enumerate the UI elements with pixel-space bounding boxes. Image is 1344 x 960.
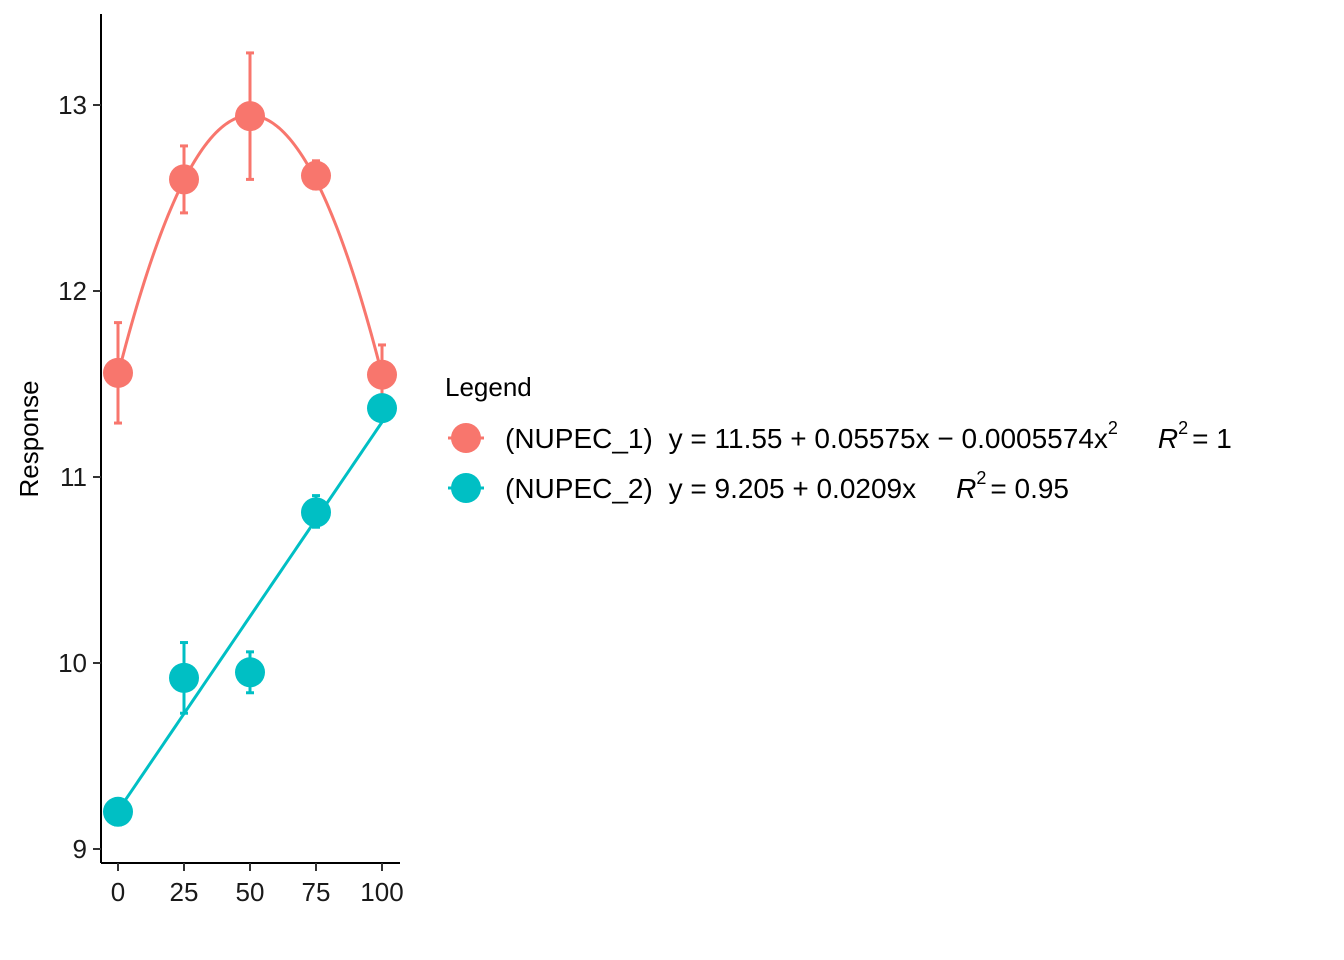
legend: Legend (NUPEC_1) y = 11.55 + 0.05575x − … <box>445 372 1232 504</box>
legend-label: (NUPEC_2) y = 9.205 + 0.0209x R2 = 0.95 <box>505 468 1069 504</box>
y-tick-label: 13 <box>58 90 87 120</box>
x-tick-label: 0 <box>111 877 125 907</box>
data-point <box>367 359 397 390</box>
legend-r2-label: R <box>956 473 976 504</box>
legend-series-name: (NUPEC_1) <box>505 423 653 454</box>
y-tick-label: 11 <box>60 462 87 492</box>
x-tick-label: 50 <box>236 877 265 907</box>
data-point <box>103 796 133 827</box>
data-point <box>301 160 331 191</box>
legend-key-point <box>451 473 481 503</box>
x-tick-label: 100 <box>360 877 403 907</box>
legend-equation: y = 9.205 + 0.0209x <box>669 473 917 504</box>
data-point <box>169 662 199 693</box>
y-tick-label: 10 <box>58 648 87 678</box>
x-tick-label: 75 <box>302 877 331 907</box>
legend-r2-value: = 0.95 <box>990 473 1069 504</box>
plot-area <box>103 51 397 827</box>
data-point <box>235 657 265 688</box>
x-tick-label: 25 <box>170 877 199 907</box>
axis-ticks: 9 10 11 12 13 0 25 50 75 100 <box>58 90 404 907</box>
series-2 <box>103 393 397 827</box>
data-point <box>367 393 397 424</box>
legend-entry-nupec-1: (NUPEC_1) y = 11.55 + 0.05575x − 0.00055… <box>448 418 1232 454</box>
legend-key-point <box>451 423 481 453</box>
legend-r2-label: R <box>1158 423 1178 454</box>
legend-entry-nupec-2: (NUPEC_2) y = 9.205 + 0.0209x R2 = 0.95 <box>448 468 1069 504</box>
y-tick-label: 9 <box>73 834 87 864</box>
legend-equation: y = 11.55 + 0.05575x − 0.0005574x <box>669 423 1108 454</box>
legend-r2-value: = 1 <box>1192 423 1232 454</box>
legend-label: (NUPEC_1) y = 11.55 + 0.05575x − 0.00055… <box>505 418 1232 454</box>
fit-line <box>116 421 384 812</box>
legend-equation-exponent: 2 <box>1108 418 1118 438</box>
legend-r2-exponent: 2 <box>976 468 986 488</box>
data-point <box>235 101 265 132</box>
data-point <box>103 357 133 388</box>
data-point <box>169 164 199 195</box>
y-tick-label: 12 <box>58 276 87 306</box>
series-1 <box>103 51 397 425</box>
legend-r2-exponent: 2 <box>1178 418 1188 438</box>
legend-series-name: (NUPEC_2) <box>505 473 653 504</box>
y-axis-title: Response <box>14 380 44 497</box>
data-point <box>301 497 331 528</box>
legend-title: Legend <box>445 372 532 402</box>
